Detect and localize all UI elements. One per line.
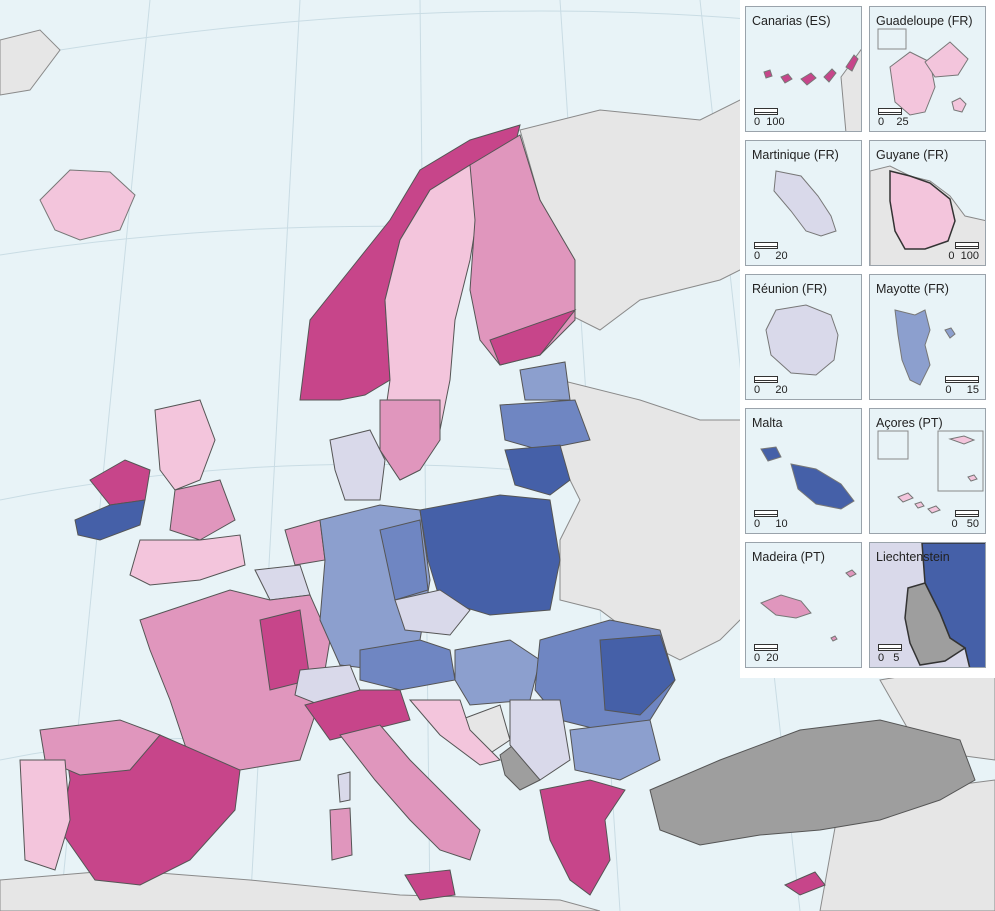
scale-bar-malta: 0 10 — [754, 510, 788, 530]
inset-madeira-map — [760, 569, 857, 642]
scale-bar-mayotte: 0 15 — [945, 376, 979, 396]
inset-reunion: Réunion (FR) 0 20 — [745, 274, 862, 400]
inset-guyane-map — [870, 165, 985, 265]
inset-guadeloupe: Guadeloupe (FR) 0 25 — [869, 6, 986, 132]
scale-bar-madeira: 0 20 — [754, 644, 779, 664]
portugal — [19, 759, 71, 871]
poland — [419, 494, 561, 616]
inset-guadeloupe-map — [877, 28, 969, 116]
turkey — [649, 719, 976, 846]
england-north — [169, 479, 236, 541]
scale-bar-canarias: 0 100 — [754, 108, 785, 128]
inset-malta-map — [760, 446, 855, 510]
inset-mayotte-map — [894, 309, 956, 386]
inset-martinique-map — [773, 170, 837, 237]
inset-guyane: Guyane (FR) 0 100 — [869, 140, 986, 266]
denmark — [329, 429, 386, 501]
inset-title-acores: Açores (PT) — [876, 416, 943, 430]
inset-reunion-map — [765, 304, 839, 376]
ireland-south — [74, 499, 146, 541]
cyprus — [783, 871, 826, 896]
inset-martinique: Martinique (FR) 0 20 — [745, 140, 862, 266]
scale-bar-reunion: 0 20 — [754, 376, 788, 396]
croatia — [408, 699, 501, 766]
romania-east — [599, 634, 676, 716]
inset-acores: Açores (PT) 0 50 — [869, 408, 986, 534]
italy — [339, 724, 481, 861]
england-south — [129, 534, 246, 586]
finland-south — [489, 308, 577, 366]
sardinia — [329, 807, 353, 861]
latvia — [499, 399, 591, 451]
inset-title-reunion: Réunion (FR) — [752, 282, 828, 296]
scale-bar-guyane: 0 100 — [948, 242, 979, 262]
bulgaria — [569, 719, 661, 781]
iceland — [39, 169, 136, 241]
inset-canarias: Canarias (ES) 0 100 — [745, 6, 862, 132]
inset-liechtenstein: Liechtenstein 0 5 — [869, 542, 986, 668]
inset-title-liechtenstein: Liechtenstein — [876, 550, 950, 564]
inset-title-martinique: Martinique (FR) — [752, 148, 839, 162]
scale-bar-martinique: 0 20 — [754, 242, 788, 262]
inset-title-canarias: Canarias (ES) — [752, 14, 831, 28]
greece — [539, 779, 626, 896]
greenland-fragment — [0, 29, 61, 96]
inset-title-guyane: Guyane (FR) — [876, 148, 949, 162]
inset-malta: Malta 0 10 — [745, 408, 862, 534]
czechia — [394, 589, 471, 636]
inset-canarias-map — [763, 48, 861, 131]
inset-title-guadeloupe: Guadeloupe (FR) — [876, 14, 973, 28]
inset-acores-map — [877, 430, 984, 514]
austria — [359, 639, 456, 691]
lithuania — [504, 444, 571, 496]
inset-mayotte: Mayotte (FR) 0 15 — [869, 274, 986, 400]
ireland-north — [89, 459, 151, 506]
inset-liechtenstein-map — [904, 543, 985, 667]
scotland — [154, 399, 216, 491]
inset-madeira: Madeira (PT) 0 20 — [745, 542, 862, 668]
scale-bar-guadeloupe: 0 25 — [878, 108, 909, 128]
sicily — [404, 869, 456, 901]
scale-bar-liechtenstein: 0 5 — [878, 644, 902, 664]
serbia — [509, 699, 571, 781]
germany-east — [379, 519, 429, 601]
corsica — [337, 771, 351, 803]
scale-bar-acores: 0 50 — [951, 510, 979, 530]
inset-title-madeira: Madeira (PT) — [752, 550, 825, 564]
inset-title-malta: Malta — [752, 416, 783, 430]
inset-title-mayotte: Mayotte (FR) — [876, 282, 949, 296]
italy-north — [304, 689, 411, 741]
